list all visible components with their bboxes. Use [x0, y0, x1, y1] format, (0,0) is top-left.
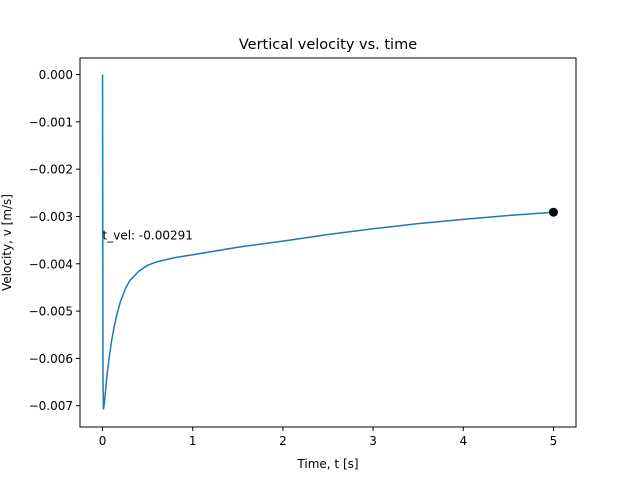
y-axis-label: Velocity, v [m/s]: [0, 194, 14, 291]
y-tick-label: −0.001: [29, 115, 73, 129]
y-tick-label: 0.000: [39, 68, 73, 82]
y-axis-ticks: 0.000 −0.001 −0.002 −0.003 −0.004 −0.005 −0.00…: [29, 68, 80, 413]
x-tick-label: 4: [459, 434, 467, 448]
axes-frame: [79, 57, 577, 428]
x-axis-label: Time, t [s]: [296, 457, 358, 471]
chart-title: Vertical velocity vs. time: [239, 37, 417, 53]
terminal-velocity-marker: [548, 207, 558, 217]
x-tick-label: 1: [189, 434, 197, 448]
x-tick-label: 5: [550, 434, 558, 448]
x-axis-ticks: 0 1 2 3 4 5: [99, 427, 558, 448]
x-tick-label: 2: [279, 434, 287, 448]
x-tick-label: 0: [99, 434, 107, 448]
plot-content: [101, 74, 558, 410]
y-tick-label: −0.006: [29, 352, 73, 366]
y-tick-label: −0.007: [29, 399, 73, 413]
terminal-velocity-annotation: t_vel: -0.00291: [103, 228, 193, 242]
y-tick-label: −0.003: [29, 210, 73, 224]
velocity-series-line: [101, 74, 554, 410]
y-tick-label: −0.002: [29, 163, 73, 177]
x-tick-label: 3: [369, 434, 377, 448]
y-tick-label: −0.004: [29, 257, 73, 271]
y-tick-label: −0.005: [29, 305, 73, 319]
